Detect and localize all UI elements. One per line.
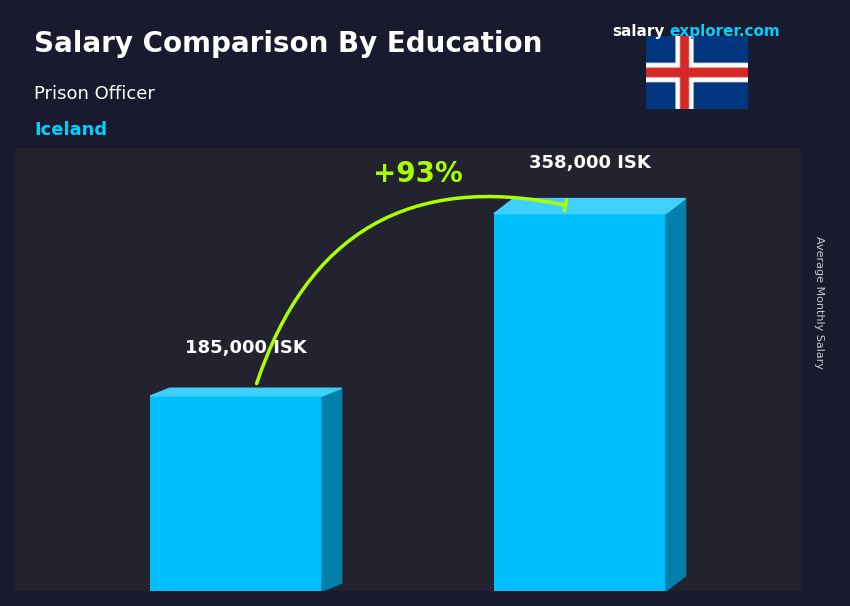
Text: +93%: +93% xyxy=(373,160,462,188)
Text: Iceland: Iceland xyxy=(34,121,107,139)
Text: salary: salary xyxy=(612,24,665,39)
Text: Average Monthly Salary: Average Monthly Salary xyxy=(814,236,824,370)
Bar xyxy=(150,396,322,591)
Polygon shape xyxy=(666,199,686,591)
Polygon shape xyxy=(150,388,342,396)
Text: Salary Comparison By Education: Salary Comparison By Education xyxy=(34,30,542,58)
Text: 185,000 ISK: 185,000 ISK xyxy=(185,339,307,357)
Polygon shape xyxy=(322,388,342,591)
Text: 358,000 ISK: 358,000 ISK xyxy=(529,154,650,172)
Polygon shape xyxy=(494,199,686,214)
Text: Prison Officer: Prison Officer xyxy=(34,85,155,103)
Bar xyxy=(494,214,666,591)
Text: explorer.com: explorer.com xyxy=(670,24,780,39)
